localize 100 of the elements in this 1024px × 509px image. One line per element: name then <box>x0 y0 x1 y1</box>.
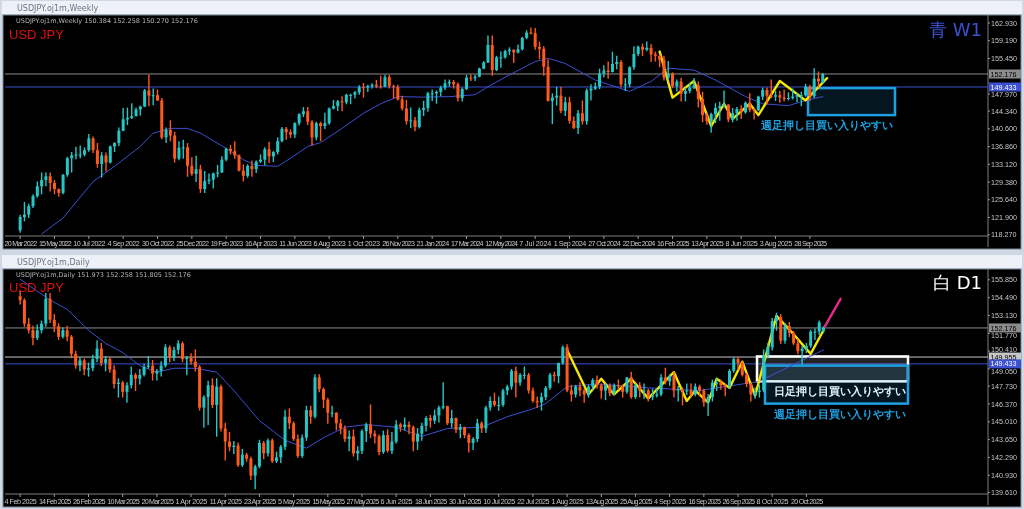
candlestick <box>326 397 330 425</box>
candlestick <box>411 424 415 452</box>
candlestick <box>539 391 543 412</box>
candlestick <box>744 100 747 115</box>
candlestick <box>163 343 167 369</box>
candlestick <box>386 428 390 454</box>
candlestick <box>655 388 659 399</box>
candlestick <box>279 444 283 464</box>
candlestick <box>69 334 73 359</box>
candlestick <box>74 146 78 160</box>
candlestick <box>198 164 202 194</box>
candlestick <box>65 156 69 178</box>
candlestick <box>632 45 636 71</box>
candlestick <box>568 96 572 125</box>
candlestick <box>117 126 121 147</box>
candlestick <box>450 408 454 429</box>
candlestick <box>125 381 129 404</box>
annotation: USD JPY <box>9 280 65 295</box>
candlestick <box>210 377 214 409</box>
candlestick <box>270 437 274 464</box>
candlestick <box>186 142 190 178</box>
candlestick <box>44 171 48 187</box>
candlestick <box>74 350 78 370</box>
candlestick <box>40 319 43 335</box>
candlestick <box>381 429 385 455</box>
candlestick <box>779 313 783 345</box>
candlestick <box>561 344 565 366</box>
candlestick <box>499 50 503 69</box>
candlestick <box>706 393 710 417</box>
candlestick <box>709 112 713 134</box>
candlestick <box>100 151 104 179</box>
candlestick <box>619 59 623 88</box>
candlestick <box>330 405 334 418</box>
candlestick <box>203 170 207 194</box>
candlestick <box>310 119 314 147</box>
candlestick <box>159 360 163 378</box>
candlestick <box>537 40 541 60</box>
candlestick <box>417 106 421 130</box>
candlestick <box>516 43 520 55</box>
candlestick <box>70 151 74 174</box>
candlestick <box>287 407 291 430</box>
candlestick <box>778 90 782 104</box>
candlestick <box>259 153 262 164</box>
candlestick <box>527 372 531 395</box>
candlestick <box>430 88 434 102</box>
candlestick <box>306 106 310 126</box>
candlestick <box>347 429 351 452</box>
candlestick <box>692 77 696 90</box>
candlestick <box>735 106 739 122</box>
candlestick <box>366 84 370 93</box>
candlestick <box>112 364 116 390</box>
candlestick <box>292 420 296 442</box>
candlestick <box>223 422 227 462</box>
candlestick <box>580 99 584 126</box>
candlestick <box>555 85 559 107</box>
candlestick <box>177 140 181 161</box>
candlestick <box>679 76 683 103</box>
candlestick <box>469 73 473 82</box>
candlestick <box>559 85 563 114</box>
candlestick <box>702 388 706 408</box>
candlestick <box>319 121 323 142</box>
candlestick <box>769 78 773 99</box>
candlestick <box>129 365 133 390</box>
candlestick <box>18 213 22 234</box>
candlestick <box>360 428 364 455</box>
candlestick <box>542 45 546 77</box>
candlestick <box>52 179 56 196</box>
candlestick <box>514 365 518 399</box>
candlestick <box>629 370 633 400</box>
candlestick <box>576 109 580 135</box>
candlestick <box>323 112 327 130</box>
candlestick <box>266 437 270 458</box>
candlestick <box>821 325 825 335</box>
candlestick <box>752 107 756 121</box>
candlestick <box>134 372 138 392</box>
candlestick <box>206 380 210 426</box>
candlestick <box>640 42 644 57</box>
candlestick <box>193 348 197 373</box>
candlestick <box>390 431 394 455</box>
candlestick <box>736 356 740 371</box>
candlestick <box>394 419 398 445</box>
candlestick <box>680 386 684 407</box>
candlestick <box>475 418 479 443</box>
candlestick <box>314 121 318 141</box>
candlestick <box>189 352 193 366</box>
candlestick <box>262 440 266 460</box>
candlestick <box>40 171 44 196</box>
candlestick <box>404 99 408 126</box>
candlestick <box>353 90 357 100</box>
candlestick <box>309 405 313 425</box>
chart-title: USDJPY.oj1m,Daily <box>17 257 90 267</box>
annotation: USD JPY <box>9 27 65 42</box>
candlestick <box>420 422 424 442</box>
candlestick <box>168 119 172 142</box>
candlestick <box>95 142 99 169</box>
candlestick <box>486 34 490 64</box>
candlestick <box>147 74 151 107</box>
candlestick <box>550 92 554 125</box>
chart-title: USDJPY.oj1m,Weekly <box>17 3 99 13</box>
candlestick <box>748 92 752 114</box>
